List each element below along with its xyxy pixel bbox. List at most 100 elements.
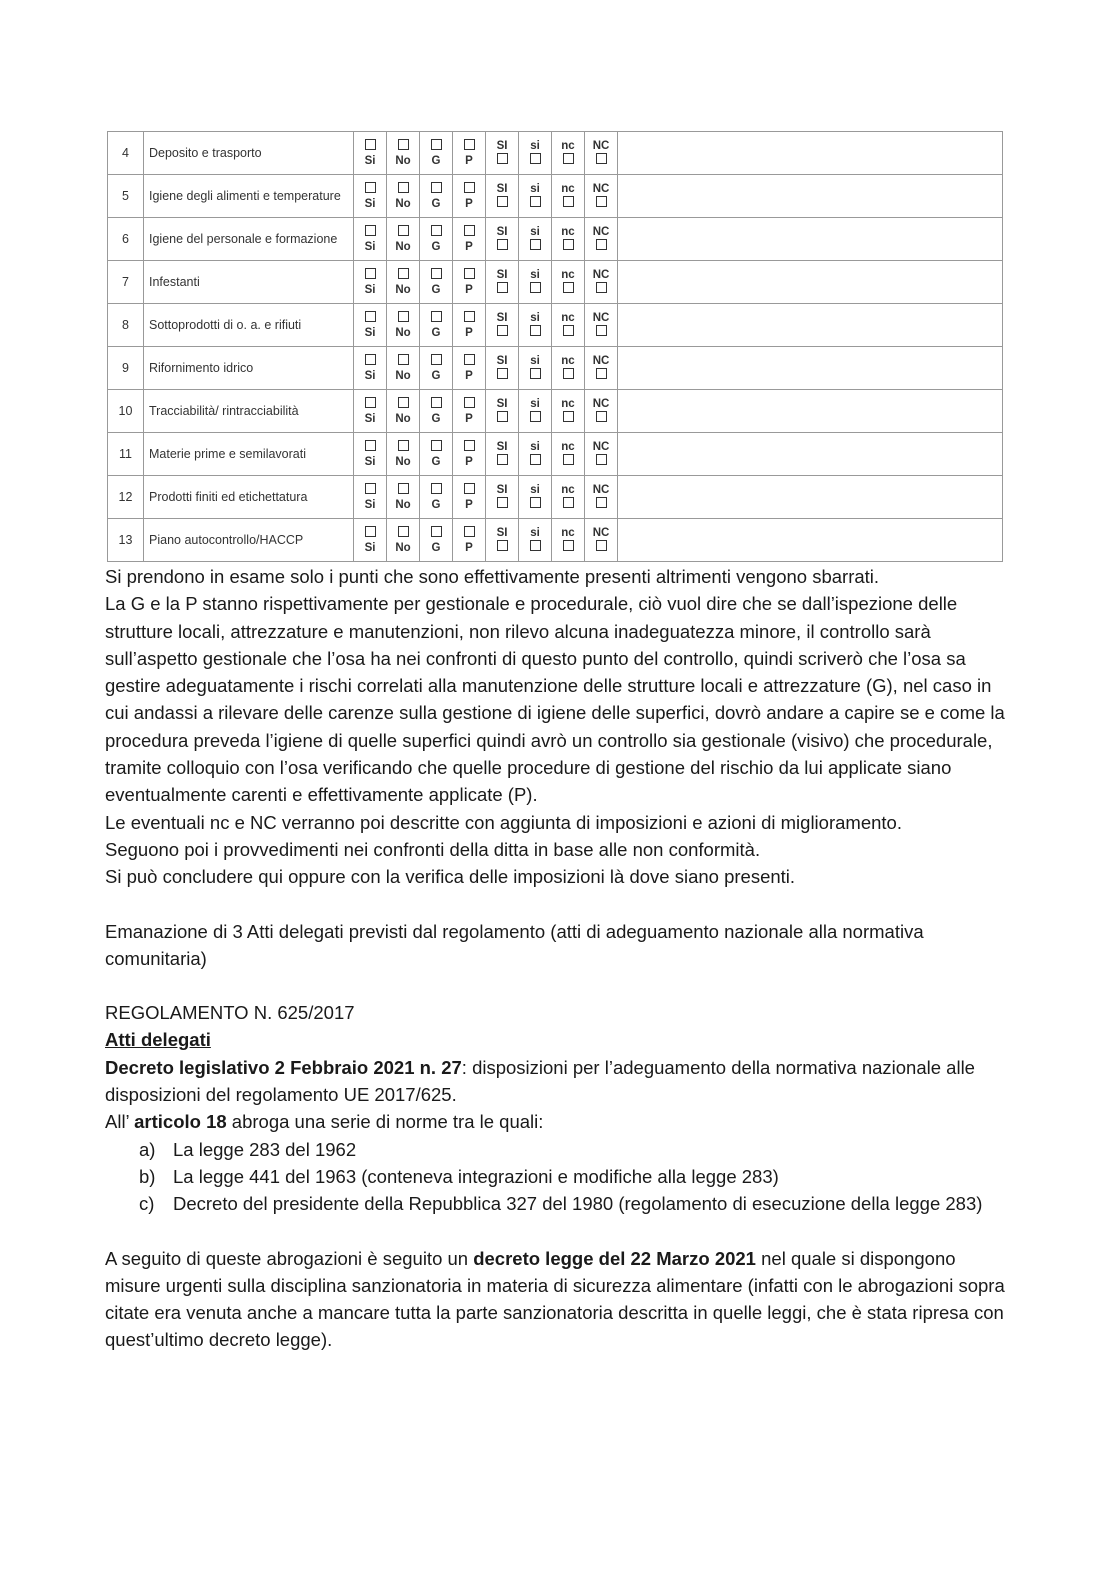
check-label: P	[465, 326, 473, 339]
check-cell: si	[518, 389, 552, 433]
checkbox	[562, 152, 574, 164]
check-cell: G	[419, 518, 453, 562]
checkbox	[463, 525, 475, 537]
checkbox-wrap	[420, 224, 452, 240]
checkbox	[496, 367, 508, 379]
check-cell: P	[452, 217, 486, 261]
checkbox	[562, 238, 574, 250]
table-row: 5 Igiene degli alimenti e temperature Si No…	[107, 174, 1003, 218]
check-label: P	[465, 541, 473, 554]
checkbox	[430, 482, 442, 494]
checkbox	[463, 138, 475, 150]
check-cell: NC	[584, 475, 618, 519]
check-label: si	[530, 225, 540, 238]
checkbox-wrap	[552, 367, 584, 383]
checkbox	[562, 410, 574, 422]
checkbox-wrap	[387, 181, 419, 197]
checkbox-wrap	[486, 195, 518, 211]
table-row: 7 Infestanti Si No G P SI si nc NC	[107, 260, 1003, 304]
checkbox-wrap	[519, 453, 551, 469]
text: nel quale si dispongono misure urgenti s…	[105, 1247, 1005, 1351]
checkbox-wrap	[387, 482, 419, 498]
row-number: 6	[107, 217, 144, 261]
checkbox	[463, 310, 475, 322]
checkbox-wrap	[453, 396, 485, 412]
checkbox	[430, 181, 442, 193]
check-cell: NC	[584, 346, 618, 390]
checkbox-wrap	[585, 410, 617, 426]
check-label: G	[431, 369, 441, 382]
check-label: Si	[364, 541, 376, 554]
checkbox	[364, 525, 376, 537]
check-label: si	[530, 526, 540, 539]
checkbox-wrap	[519, 281, 551, 297]
check-label: P	[465, 197, 473, 210]
list-marker: b)	[139, 1165, 156, 1187]
text: A seguito di queste abrogazioni è seguit…	[105, 1247, 474, 1269]
checkbox	[595, 238, 607, 250]
check-cell: SI	[485, 303, 519, 347]
check-label: NC	[592, 139, 610, 152]
checkbox-wrap	[453, 525, 485, 541]
check-cell: No	[386, 217, 420, 261]
check-label: Si	[364, 240, 376, 253]
checkbox-wrap	[585, 453, 617, 469]
check-label: No	[395, 154, 411, 167]
checkbox-wrap	[552, 410, 584, 426]
row-label: Igiene del personale e formazione	[143, 217, 354, 261]
check-cell: NC	[584, 131, 618, 175]
row-number: 5	[107, 174, 144, 218]
paragraph: Le eventuali nc e NC verranno poi descri…	[105, 811, 902, 833]
checkbox	[364, 181, 376, 193]
check-cell: No	[386, 131, 420, 175]
checkbox	[595, 324, 607, 336]
table-row: 8 Sottoprodotti di o. a. e rifiuti Si No G P S…	[107, 303, 1003, 347]
checkbox-wrap	[486, 496, 518, 512]
row-number: 7	[107, 260, 144, 304]
list-item: c) Decreto del presidente della Repubblic…	[139, 1190, 1005, 1217]
checkbox-wrap	[552, 238, 584, 254]
paragraph: Si può concludere qui oppure con la veri…	[105, 866, 796, 888]
checkbox-wrap	[420, 396, 452, 412]
checkbox-wrap	[354, 181, 386, 197]
checkbox-wrap	[453, 267, 485, 283]
checkbox	[430, 267, 442, 279]
notes: Si prendono in esame solo i punti che so…	[105, 563, 1005, 891]
checkbox	[397, 310, 409, 322]
check-cell: nc	[551, 174, 585, 218]
checkbox-wrap	[585, 367, 617, 383]
checkbox-wrap	[354, 525, 386, 541]
checkbox	[562, 324, 574, 336]
row-label: Rifornimento idrico	[143, 346, 354, 390]
checkbox	[529, 195, 541, 207]
table-row: 9 Rifornimento idrico Si No G P SI si nc NC	[107, 346, 1003, 390]
checkbox-wrap	[420, 310, 452, 326]
checkbox	[463, 224, 475, 236]
paragraph: Si prendono in esame solo i punti che so…	[105, 566, 880, 587]
checkbox	[496, 152, 508, 164]
list-marker: a)	[139, 1138, 156, 1160]
check-cell: SI	[485, 475, 519, 519]
check-label: SI	[496, 440, 508, 453]
check-cell: Si	[353, 475, 387, 519]
checkbox-wrap	[585, 281, 617, 297]
check-label: P	[465, 369, 473, 382]
check-label: NC	[592, 440, 610, 453]
check-label: Si	[364, 498, 376, 511]
bold-text: Decreto legislativo 2 Febbraio 2021 n. 2…	[105, 1056, 462, 1078]
check-cell: G	[419, 346, 453, 390]
text: abroga una serie di norme tra le quali:	[226, 1111, 544, 1133]
checkbox	[595, 410, 607, 422]
checkbox	[397, 525, 409, 537]
checkbox	[562, 281, 574, 293]
check-label: Si	[364, 455, 376, 468]
row-label: Tracciabilità/ rintracciabilità	[143, 389, 354, 433]
check-label: nc	[561, 526, 575, 539]
check-cell: P	[452, 346, 486, 390]
regulation: REGOLAMENTO N. 625/2017	[105, 1002, 355, 1024]
checkbox-wrap	[354, 267, 386, 283]
checkbox-wrap	[486, 238, 518, 254]
check-cell: G	[419, 217, 453, 261]
checkbox-wrap	[354, 224, 386, 240]
check-label: SI	[496, 268, 508, 281]
